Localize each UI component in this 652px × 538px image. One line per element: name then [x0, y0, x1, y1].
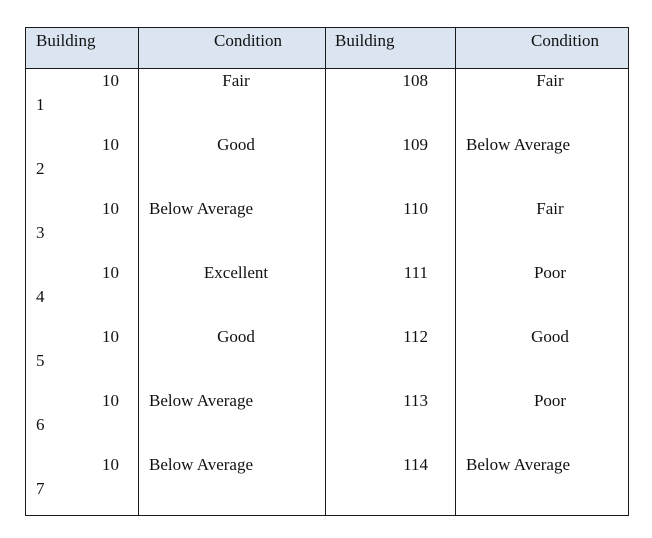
- column-divider: [325, 28, 326, 515]
- building-number-part2: 2: [36, 159, 45, 178]
- condition-value: Below Average: [466, 135, 571, 154]
- building-number-part1: 10: [102, 327, 119, 346]
- building-number-part2: 3: [36, 223, 45, 242]
- building-number-part2: 4: [36, 287, 45, 306]
- condition-value: Excellent: [203, 263, 269, 282]
- header-condition-2: Condition: [531, 31, 600, 50]
- building-number: 113: [403, 391, 428, 410]
- condition-value: Good: [531, 327, 569, 346]
- condition-value: Poor: [533, 391, 567, 410]
- building-number: 109: [402, 135, 429, 154]
- column-divider: [455, 28, 456, 515]
- building-number-part2: 5: [36, 351, 45, 370]
- header-building-2: Building: [335, 31, 395, 50]
- condition-value: Below Average: [149, 455, 254, 474]
- building-number-part1: 10: [102, 199, 119, 218]
- condition-value: Below Average: [466, 455, 571, 474]
- condition-value: Fair: [536, 71, 564, 90]
- building-number-part1: 10: [102, 455, 119, 474]
- building-number-part1: 10: [102, 135, 119, 154]
- condition-value: Poor: [533, 263, 567, 282]
- column-divider: [138, 28, 139, 515]
- header-building-1: Building: [36, 31, 96, 50]
- building-number: 110: [403, 199, 428, 218]
- building-number-part1: 10: [102, 391, 119, 410]
- condition-value: Good: [217, 135, 255, 154]
- condition-value: Fair: [222, 71, 250, 90]
- condition-value: Good: [217, 327, 255, 346]
- building-number: 108: [402, 71, 429, 90]
- table-header-row: [26, 28, 628, 69]
- building-number-part2: 6: [36, 415, 45, 434]
- building-number: 114: [403, 455, 428, 474]
- building-number: 112: [403, 327, 428, 346]
- condition-value: Below Average: [149, 199, 254, 218]
- building-condition-table: Building Condition Building Condition 10…: [25, 27, 629, 516]
- building-number-part1: 10: [102, 71, 119, 90]
- building-number: 111: [403, 263, 428, 282]
- header-condition-1: Condition: [214, 31, 283, 50]
- condition-value: Below Average: [149, 391, 254, 410]
- condition-value: Fair: [536, 199, 564, 218]
- building-number-part1: 10: [102, 263, 119, 282]
- building-number-part2: 1: [36, 95, 45, 114]
- building-number-part2: 7: [36, 479, 45, 498]
